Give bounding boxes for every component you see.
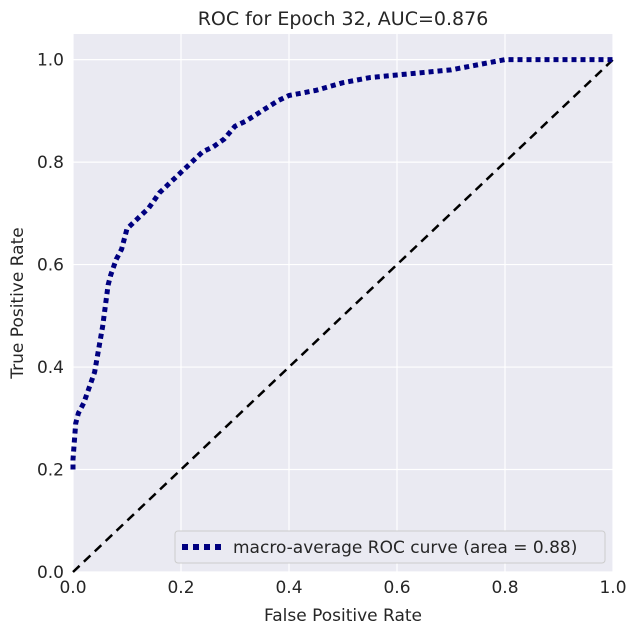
x-tick-label: 0.6 [383, 578, 410, 598]
y-tick-labels: 0.0 0.2 0.4 0.6 0.8 1.0 [37, 51, 64, 583]
x-axis-label: False Positive Rate [264, 606, 422, 626]
series-layer [70, 57, 614, 573]
y-tick-label: 0.4 [37, 358, 64, 378]
y-axis-label: True Positive Rate [8, 227, 28, 379]
plot-background [73, 34, 613, 572]
y-tick-label: 0.2 [37, 461, 64, 481]
y-tick-label: 0.6 [37, 256, 64, 276]
legend: macro-average ROC curve (area = 0.88) [174, 530, 606, 564]
y-tick-label: 0.8 [37, 153, 64, 173]
x-tick-label: 0.2 [167, 578, 194, 598]
x-tick-label: 0.4 [275, 578, 302, 598]
vertical-grid-lines [72, 34, 614, 572]
x-tick-labels: 0.0 0.2 0.4 0.6 0.8 1.0 [59, 578, 626, 598]
x-tick-label: 1.0 [599, 578, 626, 598]
chart-title: ROC for Epoch 32, AUC=0.876 [198, 8, 489, 30]
legend-box [174, 530, 606, 564]
horizontal-grid-lines [73, 59, 613, 573]
y-tick-label: 0.0 [37, 563, 64, 583]
roc-curve-line [70, 57, 613, 470]
chance-diagonal-line [72, 58, 614, 573]
x-tick-label: 0.0 [59, 578, 86, 598]
legend-label-roc: macro-average ROC curve (area = 0.88) [233, 538, 577, 558]
y-tick-label: 1.0 [37, 51, 64, 71]
x-tick-label: 0.8 [491, 578, 518, 598]
